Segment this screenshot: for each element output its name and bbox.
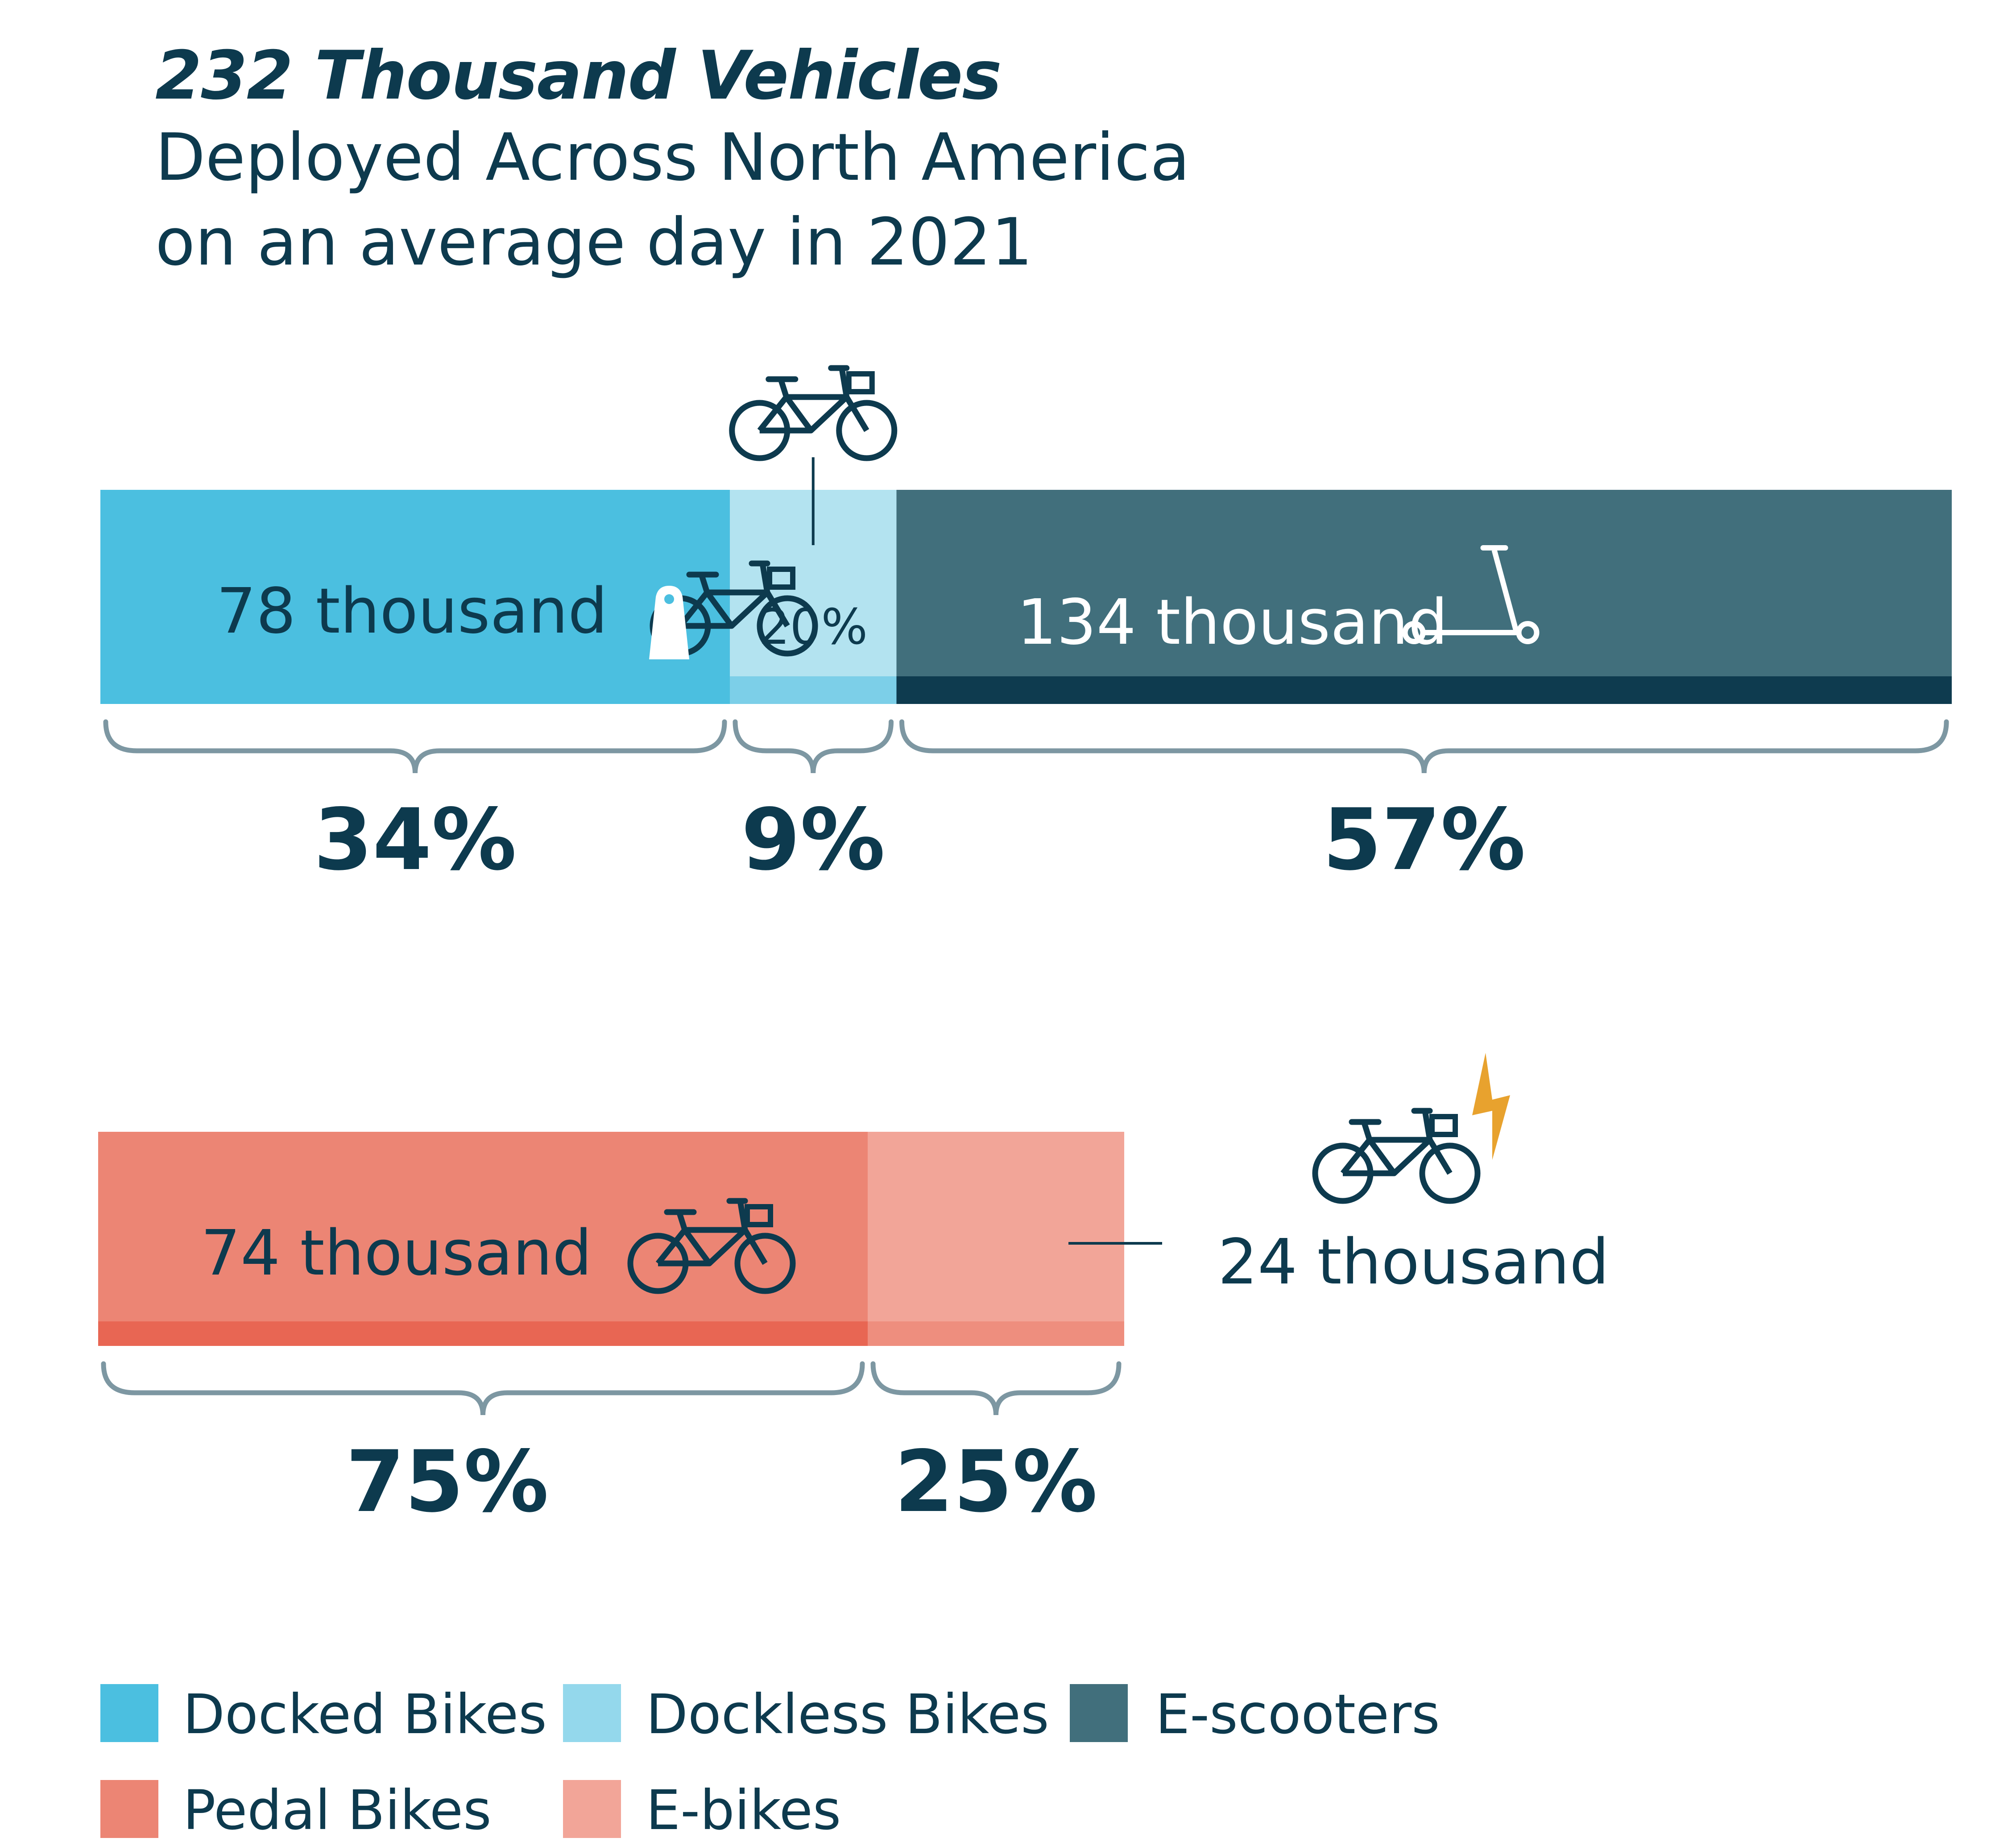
bar-segment-e-bikes-base — [868, 1321, 1124, 1346]
value-label-e-bikes: 24 thousand — [1218, 1226, 1609, 1299]
ebike-icon — [1315, 1111, 1478, 1201]
lightning-bolt-icon — [1472, 1053, 1510, 1160]
chart-subtitle-line-2: on an average day in 2021 — [155, 204, 1033, 280]
value-label-e-scooters: 134 thousand — [1017, 586, 1448, 659]
dockless-bike-icon — [732, 368, 894, 458]
bar-segment-e-scooters — [896, 490, 1952, 704]
dock-post-icon — [649, 586, 689, 659]
bar-segment-dockless-bikes-base — [730, 676, 897, 704]
legend-swatch-e-scooters — [1070, 1684, 1128, 1742]
brace-dockless-bikes — [733, 719, 894, 774]
legend-swatch-pedal-bikes — [100, 1780, 158, 1838]
bar-segment-e-scooters-base — [896, 676, 1952, 704]
brace-docked-bikes — [103, 719, 727, 774]
chart-title: 232 Thousand Vehicles — [155, 37, 1002, 115]
scooter-frame-icon — [1425, 549, 1519, 635]
percent-label-e-scooters: 57% — [1323, 791, 1526, 889]
legend-label-pedal-bikes: Pedal Bikes — [183, 1779, 492, 1842]
bar-segment-docked-bikes — [100, 490, 730, 704]
percent-label-docked-bikes: 34% — [314, 791, 517, 889]
legend-swatch-docked-bikes — [100, 1684, 158, 1742]
percent-label-dockless-bikes: 9% — [741, 791, 885, 889]
percent-label-e-bikes: 25% — [894, 1432, 1097, 1531]
bar-segment-pedal-bikes-base — [98, 1321, 868, 1346]
legend-label-dockless-bikes: Dockless Bikes — [646, 1683, 1049, 1746]
scooter-icon — [1402, 621, 1426, 644]
dock-post-hole — [664, 594, 674, 604]
brace-e-scooters — [899, 719, 1949, 774]
brace-pedal-bikes — [101, 1361, 865, 1416]
value-label-docked-bikes: 78 thousand — [216, 575, 608, 648]
percent-label-pedal-bikes: 75% — [346, 1432, 549, 1531]
bar-segment-e-bikes — [868, 1132, 1124, 1346]
brace-e-bikes — [870, 1361, 1122, 1416]
legend-swatch-dockless-bikes — [563, 1684, 621, 1742]
legend-label-e-bikes: E-bikes — [646, 1779, 841, 1842]
value-label-pedal-bikes: 74 thousand — [201, 1217, 592, 1290]
legend-label-e-scooters: E-scooters — [1155, 1683, 1440, 1746]
legend-label-docked-bikes: Docked Bikes — [183, 1683, 547, 1746]
legend-swatch-e-bikes — [563, 1780, 621, 1838]
bar-segment-docked-bikes-base — [100, 676, 730, 704]
chart-subtitle-line-1: Deployed Across North America — [155, 120, 1190, 195]
